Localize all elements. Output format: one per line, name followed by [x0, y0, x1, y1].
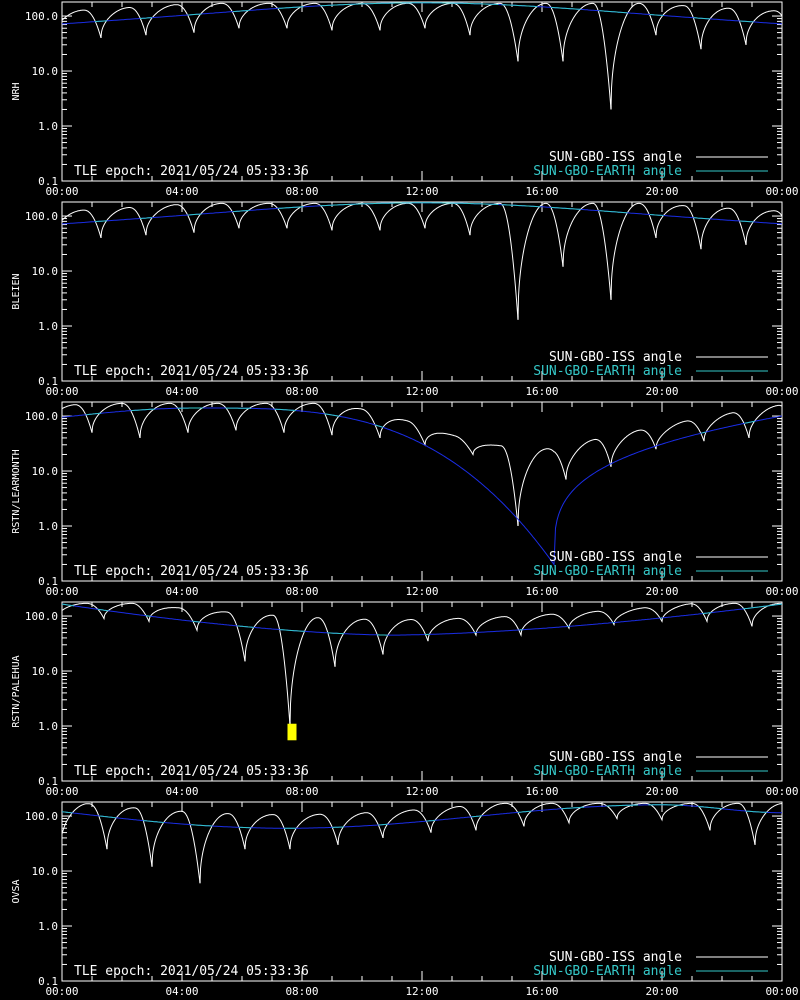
y-tick-label: 0.1: [38, 975, 58, 988]
chart-panel-4: 0.1 1.0 10.0 100.0 00:00 04:00 08:00 12:00 16:00…: [11, 801, 799, 998]
legend-label-iss: SUN-GBO-ISS angle: [549, 150, 682, 165]
y-tick-label: 10.0: [32, 265, 59, 278]
x-tick-label: 00:00: [765, 785, 798, 798]
tle-epoch-annotation: TLE epoch: 2021/05/24 05:33:36: [74, 764, 309, 779]
y-tick-label: 1.0: [38, 720, 58, 733]
y-tick-label: 10.0: [32, 65, 59, 78]
series-group: [62, 602, 782, 727]
legend-label-earth: SUN-GBO-EARTH angle: [533, 164, 682, 179]
y-tick-label: 1.0: [38, 320, 58, 333]
legend-label-iss: SUN-GBO-ISS angle: [549, 750, 682, 765]
y-tick-label: 0.1: [38, 375, 58, 388]
y-tick-label: 10.0: [32, 865, 59, 878]
series-line-earth-angle-cyan: [85, 407, 756, 434]
tle-epoch-annotation: TLE epoch: 2021/05/24 05:33:36: [74, 364, 309, 379]
series-line-earth-angle-cyan: [94, 202, 754, 223]
x-tick-label: 08:00: [285, 185, 318, 198]
y-tick-label: 100.0: [25, 810, 58, 823]
x-tick-label: 00:00: [765, 985, 798, 998]
series-line-earth-angle: [62, 407, 782, 566]
y-axis-label: RSTN/PALEHUA: [11, 655, 22, 727]
x-tick-label: 20:00: [645, 985, 678, 998]
legend-label-earth: SUN-GBO-EARTH angle: [533, 964, 682, 979]
x-tick-label: 08:00: [285, 385, 318, 398]
x-tick-label: 00:00: [45, 185, 78, 198]
legend-label-earth: SUN-GBO-EARTH angle: [533, 364, 682, 379]
x-tick-label: 16:00: [525, 185, 558, 198]
chart-panel-0: 0.1 1.0 10.0 100.0 00:00 04:00 08:00 12:00 16:00…: [11, 1, 799, 198]
series-group: [62, 802, 782, 884]
series-line-earth-angle-cyan: [94, 2, 754, 23]
x-tick-label: 12:00: [405, 385, 438, 398]
x-tick-label: 04:00: [165, 985, 198, 998]
event-marker: [287, 723, 297, 741]
series-group: [62, 202, 782, 320]
series-line-iss-angle: [62, 2, 782, 110]
tle-epoch-annotation: TLE epoch: 2021/05/24 05:33:36: [74, 164, 309, 179]
x-tick-label: 16:00: [525, 985, 558, 998]
y-tick-label: 100.0: [25, 610, 58, 623]
x-tick-label: 20:00: [645, 385, 678, 398]
chart-panel-1: 0.1 1.0 10.0 100.0 00:00 04:00 08:00 12:00 16:00…: [11, 201, 799, 398]
y-axis-label: OVSA: [11, 879, 22, 903]
y-tick-label: 100.0: [25, 410, 58, 423]
x-tick-label: 16:00: [525, 785, 558, 798]
y-tick-label: 10.0: [32, 665, 59, 678]
series-line-iss-angle: [62, 202, 782, 320]
x-tick-label: 08:00: [285, 585, 318, 598]
x-tick-label: 04:00: [165, 785, 198, 798]
x-tick-label: 00:00: [45, 985, 78, 998]
x-tick-label: 00:00: [765, 185, 798, 198]
y-tick-label: 0.1: [38, 575, 58, 588]
x-tick-label: 08:00: [285, 785, 318, 798]
chart-panel-2: 0.1 1.0 10.0 100.0 00:00 04:00 08:00 12:00 16:00…: [11, 401, 799, 598]
x-tick-label: 20:00: [645, 185, 678, 198]
x-tick-label: 04:00: [165, 185, 198, 198]
y-tick-label: 100.0: [25, 10, 58, 23]
y-axis-label: NRH: [11, 82, 22, 100]
x-tick-label: 04:00: [165, 585, 198, 598]
tle-epoch-annotation: TLE epoch: 2021/05/24 05:33:36: [74, 564, 309, 579]
x-tick-label: 20:00: [645, 785, 678, 798]
x-tick-label: 16:00: [525, 585, 558, 598]
chart-panel-3: 0.1 1.0 10.0 100.0 00:00 04:00 08:00 12:00 16:00…: [11, 601, 799, 798]
legend-label-iss: SUN-GBO-ISS angle: [549, 550, 682, 565]
y-tick-label: 1.0: [38, 120, 58, 133]
x-tick-label: 00:00: [765, 385, 798, 398]
x-tick-label: 00:00: [765, 585, 798, 598]
x-tick-label: 16:00: [525, 385, 558, 398]
y-tick-label: 1.0: [38, 920, 58, 933]
x-tick-label: 08:00: [285, 985, 318, 998]
y-axis-label: RSTN/LEARMONTH: [11, 449, 22, 533]
series-line-iss-angle: [62, 802, 782, 884]
series-group: [62, 402, 782, 566]
x-tick-label: 04:00: [165, 385, 198, 398]
legend-label-earth: SUN-GBO-EARTH angle: [533, 564, 682, 579]
series-line-earth-angle-cyan: [62, 804, 768, 829]
x-tick-label: 12:00: [405, 985, 438, 998]
series-group: [62, 2, 782, 110]
tle-epoch-annotation: TLE epoch: 2021/05/24 05:33:36: [74, 964, 309, 979]
legend-label-earth: SUN-GBO-EARTH angle: [533, 764, 682, 779]
y-tick-label: 10.0: [32, 465, 59, 478]
series-line-iss-angle: [62, 602, 782, 727]
x-tick-label: 12:00: [405, 585, 438, 598]
y-tick-label: 0.1: [38, 775, 58, 788]
series-line-earth-angle-cyan: [62, 603, 782, 636]
x-tick-label: 12:00: [405, 785, 438, 798]
y-axis-label: BLEIEN: [11, 273, 22, 309]
x-tick-label: 00:00: [45, 585, 78, 598]
x-tick-label: 00:00: [45, 385, 78, 398]
y-tick-label: 100.0: [25, 210, 58, 223]
x-tick-label: 00:00: [45, 785, 78, 798]
x-tick-label: 12:00: [405, 185, 438, 198]
series-line-iss-angle: [62, 402, 782, 527]
y-tick-label: 0.1: [38, 175, 58, 188]
legend-label-iss: SUN-GBO-ISS angle: [549, 950, 682, 965]
x-tick-label: 20:00: [645, 585, 678, 598]
legend-label-iss: SUN-GBO-ISS angle: [549, 350, 682, 365]
y-tick-label: 1.0: [38, 520, 58, 533]
